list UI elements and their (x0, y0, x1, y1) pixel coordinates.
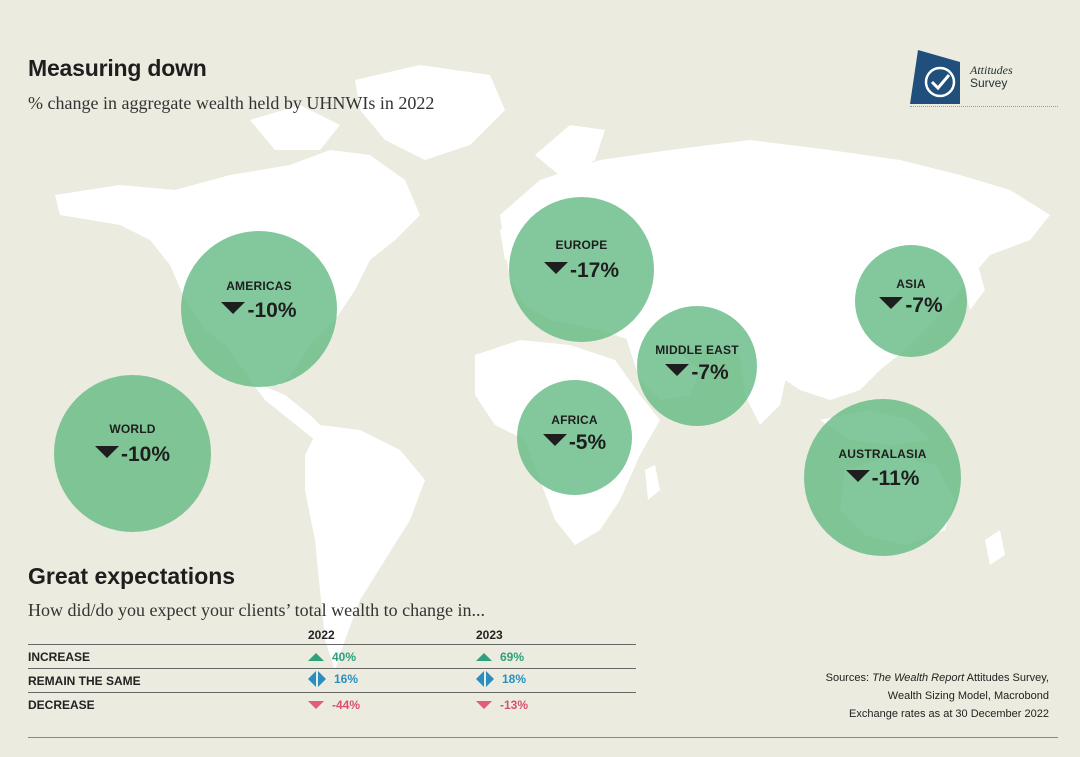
region-value: -7% (637, 361, 757, 385)
table-row: INCREASE 40% 69% (28, 644, 636, 669)
sources-line-1: Sources: The Wealth Report Attitudes Sur… (826, 669, 1049, 687)
region-bubble-europe: EUROPE -17% (509, 197, 654, 342)
region-value-text: -5% (568, 431, 607, 454)
region-value-text: -10% (247, 299, 297, 322)
region-name: WORLD (109, 422, 156, 436)
table-row: DECREASE -44% -13% (28, 692, 636, 716)
page-title: Measuring down (28, 55, 207, 81)
cell-value: 69% (500, 649, 525, 664)
region-name: AFRICA (551, 413, 598, 427)
region-value: -5% (517, 431, 632, 455)
down-arrow-icon (665, 364, 690, 376)
logo-divider (910, 106, 1058, 107)
region-bubble-australasia: AUSTRALASIA -11% (804, 399, 961, 556)
logo-line-2: Survey (970, 76, 1008, 90)
region-bubble-africa: AFRICA -5% (517, 380, 632, 495)
cell-2023: -13% (476, 692, 636, 716)
header-2023: 2023 (476, 628, 503, 642)
header-empty (28, 626, 308, 645)
region-value: -10% (181, 299, 337, 323)
region-value-text: -7% (905, 294, 943, 317)
row-label: INCREASE (28, 644, 308, 669)
cell-2023: 69% (476, 644, 636, 669)
region-value-text: -7% (691, 361, 729, 384)
cell-2022: 16% (308, 668, 476, 693)
down-arrow-icon (879, 297, 904, 309)
sources-line-3: Exchange rates as at 30 December 2022 (849, 708, 1049, 720)
region-bubble-world: WORLD -10% (54, 375, 211, 532)
region-value: -17% (509, 259, 654, 283)
logo-line-1: Attitudes (970, 63, 1013, 77)
expectations-table: 2022 2023 INCREASE 40% 69% REMAIN THE SA… (28, 626, 636, 716)
down-arrow-icon (221, 302, 246, 314)
logo-text: Attitudes Survey (970, 64, 1013, 90)
region-value-text: -17% (569, 259, 620, 282)
table-header-row: 2022 2023 (28, 626, 636, 645)
bottom-divider (28, 737, 1058, 738)
left-right-arrow-icon (308, 670, 326, 688)
down-arrow-icon (308, 700, 324, 709)
cell-value: -13% (500, 697, 529, 712)
region-value: -11% (804, 467, 961, 491)
cell-value: 40% (332, 649, 357, 664)
left-right-arrow-icon (476, 670, 494, 688)
region-value-text: -11% (871, 467, 920, 490)
cell-value: 18% (502, 672, 527, 686)
sources-line-2: Wealth Sizing Model, Macrobond (887, 690, 1049, 702)
region-name: MIDDLE EAST (655, 343, 739, 357)
region-bubble-middle-east: MIDDLE EAST -7% (637, 306, 757, 426)
checkmark-badge-icon (910, 50, 960, 104)
attitudes-survey-logo: Attitudes Survey (910, 48, 1058, 108)
sources-prefix: Sources: (825, 672, 873, 684)
table-row: REMAIN THE SAME 16% 18% (28, 668, 636, 693)
cell-value: -44% (332, 697, 361, 712)
cell-value: 16% (334, 672, 359, 686)
down-arrow-icon (845, 470, 870, 482)
row-label: REMAIN THE SAME (28, 668, 308, 693)
down-arrow-icon (543, 262, 568, 274)
region-name: AUSTRALASIA (838, 447, 927, 461)
down-arrow-icon (476, 700, 492, 709)
sources-rest: Attitudes Survey, (964, 672, 1049, 684)
region-name: AMERICAS (226, 279, 292, 293)
page-subtitle: % change in aggregate wealth held by UHN… (28, 93, 435, 113)
cell-2022: 40% (308, 644, 476, 669)
sources-report-name: The Wealth Report (872, 672, 965, 684)
section-title: Great expectations (28, 563, 236, 589)
down-arrow-icon (94, 446, 119, 458)
region-name: ASIA (896, 277, 926, 291)
down-arrow-icon (542, 434, 567, 446)
region-value: -7% (855, 294, 967, 318)
region-value-text: -10% (120, 443, 171, 466)
header-2022: 2022 (308, 628, 335, 642)
up-arrow-icon (308, 652, 324, 661)
region-bubble-asia: ASIA -7% (855, 245, 967, 357)
section-question: How did/do you expect your clients’ tota… (28, 600, 486, 620)
sources-note: Sources: The Wealth Report Attitudes Sur… (826, 669, 1049, 723)
up-arrow-icon (476, 652, 492, 661)
cell-2022: -44% (308, 692, 476, 716)
region-bubble-americas: AMERICAS -10% (181, 231, 337, 387)
row-label: DECREASE (28, 692, 308, 716)
region-value: -10% (54, 443, 211, 467)
cell-2023: 18% (476, 668, 636, 693)
region-name: EUROPE (555, 238, 608, 252)
